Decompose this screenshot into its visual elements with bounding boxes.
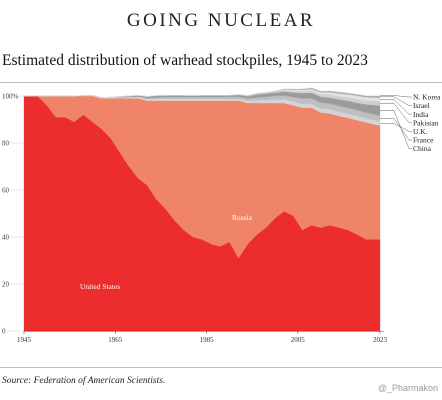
y-tick-label: 20 <box>2 281 10 289</box>
chart: 0 20 40 60 80 100% 1945 1965 1985 2005 2023 N. Ko… <box>2 87 441 344</box>
legend-label-israel: Israel <box>413 101 430 110</box>
source-note: Source: Federation of American Scientist… <box>2 376 166 386</box>
x-tick-label: 1965 <box>108 336 123 344</box>
chart-title: Estimated distribution of warhead stockp… <box>2 52 368 69</box>
x-tick-label: 2005 <box>291 336 306 344</box>
legend-leader-israel <box>380 96 412 106</box>
y-tick-label: 40 <box>2 234 10 242</box>
legend-leader-india <box>380 99 412 115</box>
legend-label-u-k: U.K. <box>413 127 428 136</box>
y-axis: 0 20 40 60 80 100% <box>2 93 24 336</box>
y-tick-label: 100% <box>2 93 19 101</box>
legend-leader-pakistan <box>380 103 412 124</box>
legend-label-china: China <box>413 144 432 153</box>
legend-leader-u-k <box>380 123 412 132</box>
chart-areas <box>23 87 381 332</box>
y-tick-label: 80 <box>2 140 10 148</box>
x-tick-label: 1985 <box>200 336 215 344</box>
legend-label-pakistan: Pakistan <box>413 118 439 127</box>
legend-leader-n-korea <box>380 95 412 98</box>
top-divider <box>0 82 442 83</box>
x-tick-label: 2023 <box>373 336 388 344</box>
legend-leader-france <box>380 118 412 141</box>
watermark: @_Pharmakon <box>377 383 438 393</box>
area-label-united-states: United States <box>80 282 120 291</box>
legend-label-n-korea: N. Korea <box>413 93 441 102</box>
legend-label-france: France <box>413 136 434 145</box>
legend-label-india: India <box>413 110 429 119</box>
chart-legend: N. KoreaIsraelIndiaPakistanU.K.FranceChi… <box>380 93 441 153</box>
bottom-divider <box>0 367 442 368</box>
x-axis: 1945 1965 1985 2005 2023 <box>17 331 388 344</box>
header-title: GOING NUCLEAR <box>126 10 316 31</box>
legend-leader-china <box>380 110 412 149</box>
area-label-russia: Russia <box>232 213 253 222</box>
y-tick-label: 60 <box>2 187 10 195</box>
y-tick-label: 0 <box>2 328 6 336</box>
x-tick-label: 1945 <box>17 336 32 344</box>
